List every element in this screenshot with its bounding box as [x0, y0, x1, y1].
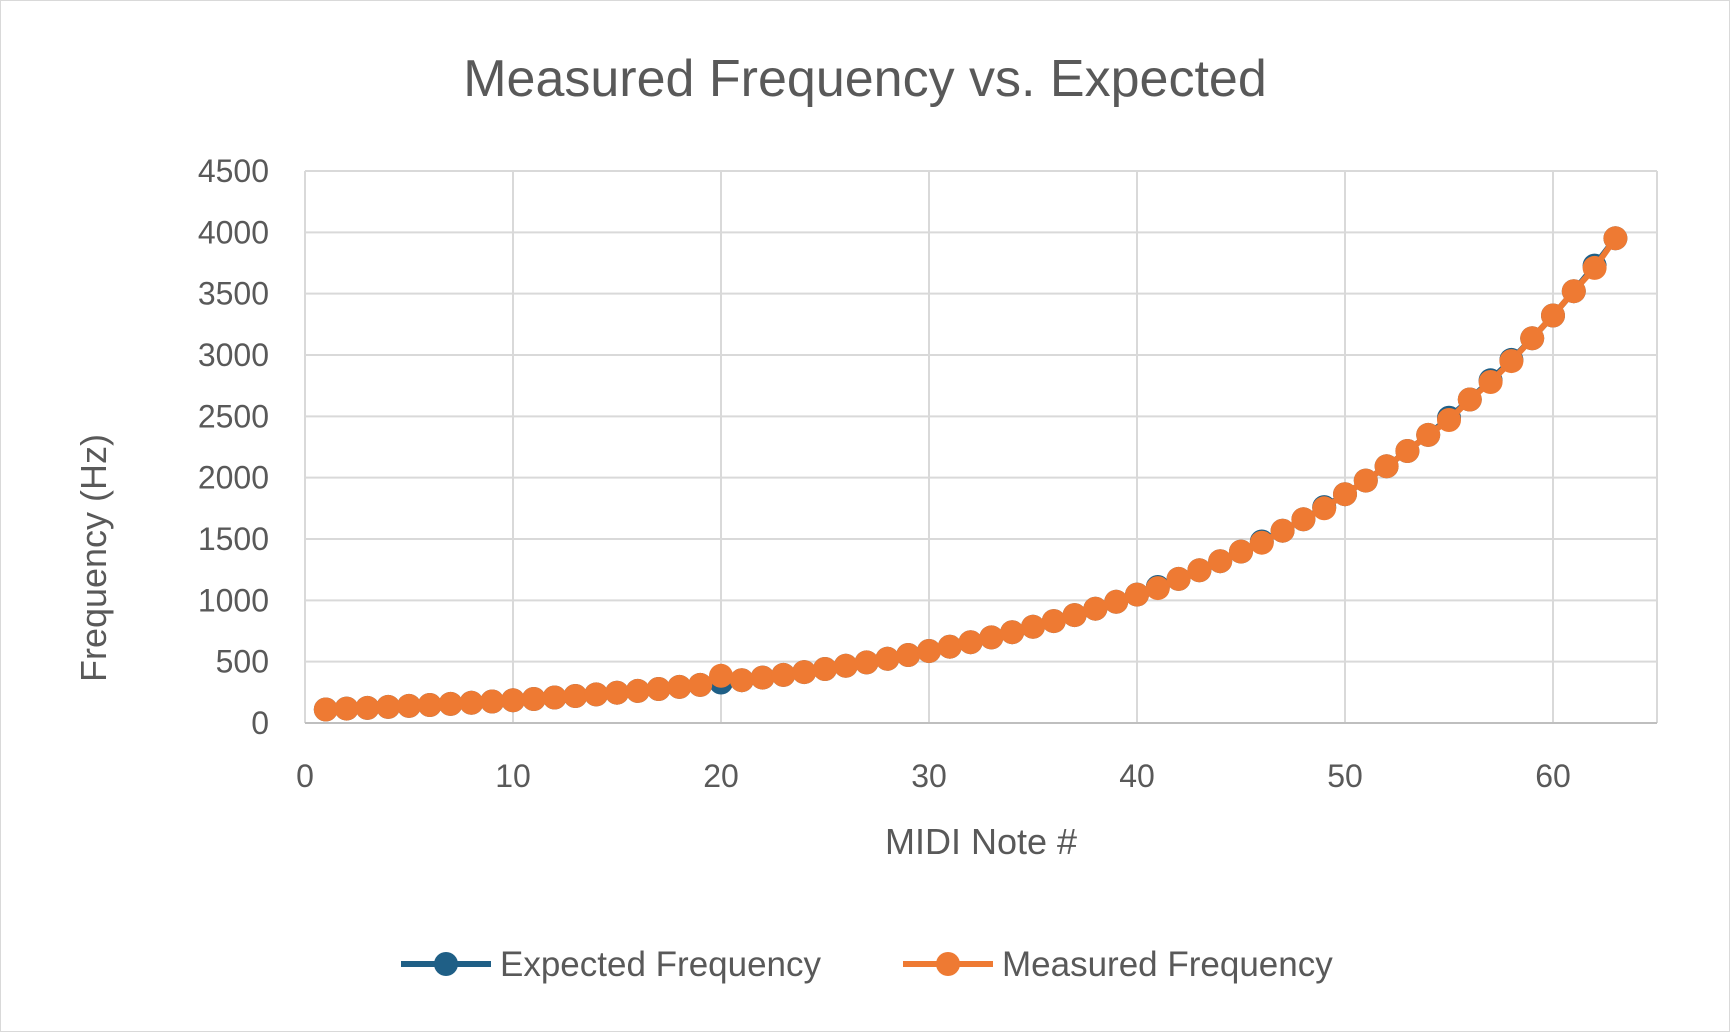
data-point: [605, 680, 629, 705]
x-tick-label: 60: [1535, 758, 1571, 794]
data-point: [813, 657, 837, 681]
data-point: [1270, 518, 1295, 543]
legend: Expected Frequency Measured Frequency: [401, 945, 1333, 984]
legend-marker: [434, 952, 458, 976]
y-tick-label: 4000: [198, 214, 269, 250]
data-point: [729, 668, 754, 693]
x-tick-label: 50: [1327, 758, 1363, 794]
data-point: [397, 693, 421, 718]
data-point: [792, 660, 817, 685]
data-point: [875, 646, 900, 671]
legend-label: Expected Frequency: [500, 945, 822, 984]
data-point: [501, 688, 525, 713]
data-point: [1561, 279, 1586, 304]
data-point: [417, 693, 442, 717]
data-point: [1353, 468, 1378, 493]
data-point: [1125, 582, 1149, 607]
legend-label: Measured Frequency: [1002, 945, 1333, 984]
data-point: [1582, 255, 1607, 280]
x-tick-label: 20: [703, 758, 739, 794]
data-point: [1478, 370, 1503, 394]
data-point: [896, 643, 921, 667]
x-axis-ticks: 0 10 20 30 40 50 60: [296, 758, 1571, 794]
data-point: [1457, 387, 1482, 412]
data-point: [833, 653, 858, 678]
data-point: [937, 634, 962, 659]
y-axis-label: Frequency (Hz): [73, 434, 114, 682]
y-tick-label: 4500: [198, 153, 269, 189]
y-axis-ticks: 0 500 1000 1500 2000 2500 3000 3500 4000 4500: [198, 153, 269, 741]
y-tick-label: 1000: [198, 582, 269, 618]
data-point: [1000, 620, 1025, 645]
data-point: [1208, 549, 1233, 574]
data-point: [750, 665, 775, 690]
data-point: [1437, 408, 1461, 432]
data-point: [334, 696, 359, 721]
data-point: [1374, 454, 1399, 479]
series-layer: [313, 226, 1628, 722]
data-point: [854, 650, 879, 675]
gridlines: [304, 170, 1658, 724]
data-point: [563, 684, 588, 708]
data-point: [1416, 422, 1441, 447]
data-point: [667, 674, 692, 699]
x-axis-label: MIDI Note #: [885, 821, 1077, 862]
legend-item: Measured Frequency: [903, 945, 1333, 984]
data-point: [480, 689, 505, 714]
data-point: [1021, 614, 1045, 639]
data-point: [1083, 596, 1108, 621]
x-tick-label: 0: [296, 758, 314, 794]
data-point: [313, 697, 338, 722]
data-point: [1312, 496, 1337, 521]
data-point: [709, 663, 733, 688]
data-point: [355, 695, 380, 720]
data-point: [625, 678, 650, 703]
data-point: [1229, 539, 1253, 564]
data-point: [376, 694, 401, 719]
data-point: [1499, 349, 1524, 374]
chart-title: Measured Frequency vs. Expected: [463, 50, 1267, 108]
data-point: [1166, 566, 1191, 591]
data-point: [1291, 507, 1316, 532]
y-tick-label: 3000: [198, 337, 269, 373]
data-point: [1603, 226, 1628, 251]
data-point: [646, 677, 671, 701]
y-tick-label: 2500: [198, 398, 269, 434]
x-tick-label: 40: [1119, 758, 1155, 794]
y-tick-label: 0: [251, 705, 269, 741]
y-tick-label: 500: [216, 644, 269, 680]
series-measured: [313, 226, 1628, 722]
data-point: [1333, 482, 1357, 507]
x-tick-label: 10: [495, 758, 531, 794]
data-point: [1187, 558, 1212, 583]
y-tick-label: 3500: [198, 276, 269, 312]
data-point: [917, 639, 941, 663]
data-point: [1041, 609, 1066, 634]
data-point: [1249, 530, 1274, 555]
data-point: [521, 687, 546, 711]
data-point: [584, 682, 609, 707]
data-point: [459, 690, 484, 715]
data-point: [1395, 439, 1420, 463]
y-tick-label: 2000: [198, 460, 269, 496]
y-tick-label: 1500: [198, 521, 269, 557]
data-point: [958, 630, 983, 655]
x-tick-label: 30: [911, 758, 947, 794]
legend-marker: [936, 952, 960, 976]
data-point: [979, 625, 1004, 650]
data-point: [1104, 589, 1129, 614]
data-point: [1062, 603, 1087, 628]
data-point: [771, 662, 796, 687]
data-point: [438, 691, 463, 716]
data-point: [542, 685, 567, 710]
data-point: [688, 672, 713, 697]
data-point: [1541, 303, 1565, 328]
data-point: [1520, 326, 1545, 351]
legend-item: Expected Frequency: [401, 945, 822, 984]
data-point: [1145, 576, 1170, 601]
